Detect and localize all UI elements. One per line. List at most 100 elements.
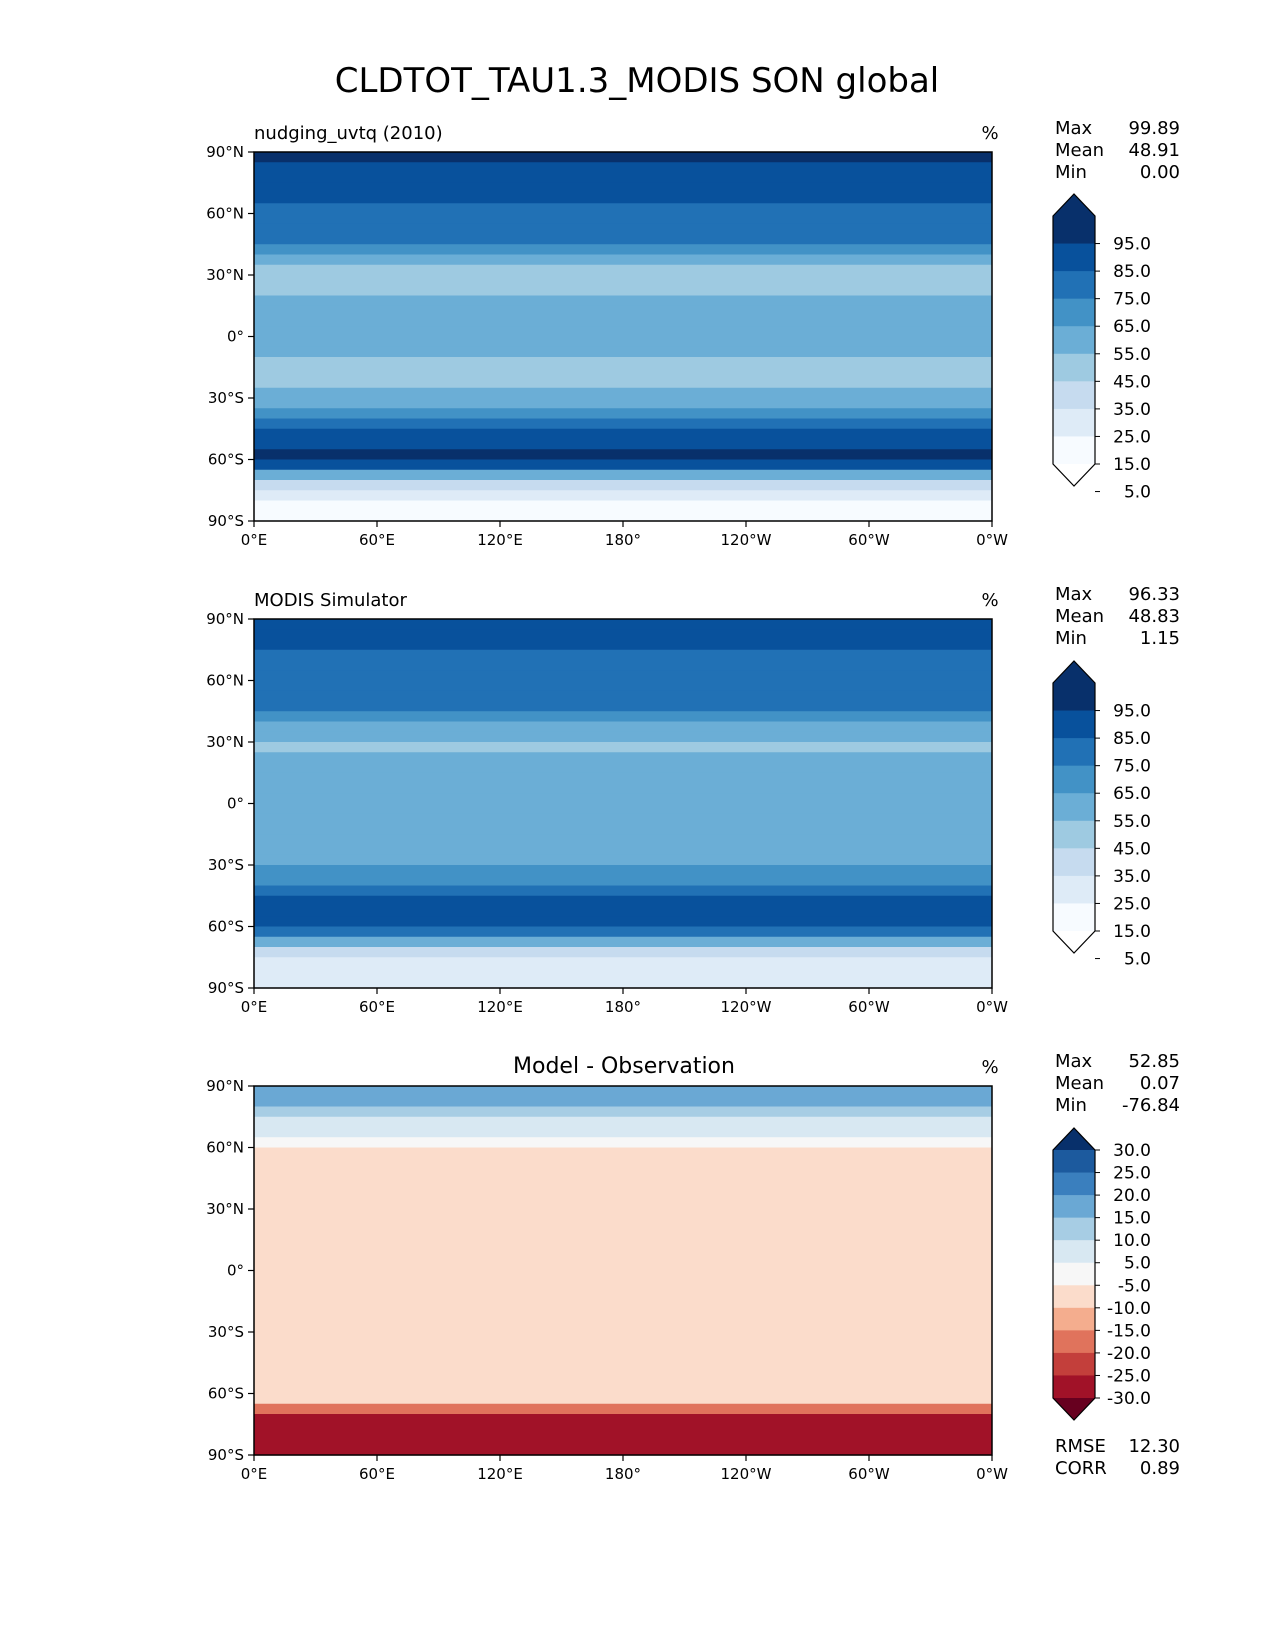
colorbar-label: -15.0 [1107, 1321, 1151, 1341]
colorbar-segment [1053, 1307, 1095, 1331]
map-band [254, 957, 992, 969]
map-band [254, 1157, 992, 1169]
x-tick-label: 120°W [721, 1465, 772, 1483]
map-band [254, 1383, 992, 1395]
map-band [254, 1301, 992, 1313]
y-tick-label: 30°S [208, 1323, 244, 1341]
stat-label: Min [1055, 628, 1087, 649]
stat-value: 99.89 [1128, 118, 1180, 139]
map-band [254, 367, 992, 379]
x-tick-label: 60°E [359, 531, 395, 549]
stat-value: 0.07 [1140, 1073, 1180, 1094]
y-tick-label: 30°N [206, 266, 244, 284]
map-band [254, 449, 992, 461]
colorbar-segment [1053, 216, 1095, 244]
colorbar-segment [1053, 1195, 1095, 1219]
panel-units: % [981, 590, 998, 611]
panel-test: nudging_uvtq (2010) % 0°E 60°E 120°E 180° 12… [206, 118, 1180, 549]
map-band [254, 1424, 992, 1436]
x-tick-label: 60°W [848, 531, 890, 549]
stat-label: RMSE [1055, 1436, 1106, 1457]
map-band [254, 480, 992, 491]
map-band [254, 469, 992, 481]
map-band [254, 875, 992, 887]
colorbar-segment [1053, 243, 1095, 272]
colorbar-label: 85.0 [1113, 262, 1151, 282]
map-band [254, 1198, 992, 1210]
colorbar-segment [1053, 298, 1095, 327]
y-tick-label: 90°N [206, 1077, 244, 1095]
y-tick-label: 90°S [208, 979, 244, 997]
x-tick-label: 60°W [848, 998, 890, 1016]
map-band [254, 629, 992, 641]
y-tick-label: 30°N [206, 733, 244, 751]
map-band [254, 1229, 992, 1241]
map-band [254, 254, 992, 266]
y-tick-label: 60°N [206, 1139, 244, 1157]
stat-value: 12.30 [1128, 1436, 1180, 1457]
colorbar-label: 15.0 [1113, 922, 1151, 942]
panel-units: % [981, 1057, 998, 1078]
colorbar-label: 55.0 [1113, 345, 1151, 365]
x-tick-label: 180° [605, 1465, 641, 1483]
map-band [254, 182, 992, 194]
map-band [254, 1116, 992, 1128]
map-band [254, 680, 992, 692]
x-tick-label: 0°E [241, 1465, 268, 1483]
y-tick-label: 90°S [208, 1446, 244, 1464]
stat-value: 48.83 [1128, 606, 1180, 627]
colorbar-label: 5.0 [1124, 1254, 1151, 1274]
map-band [254, 813, 992, 825]
colorbar-label: 85.0 [1113, 729, 1151, 749]
colorbar-label: 65.0 [1113, 784, 1151, 804]
x-tick-label: 120°E [477, 531, 523, 549]
map-band [254, 152, 992, 163]
y-tick-label: 60°S [208, 451, 244, 469]
map-band [254, 690, 992, 702]
stat-value: 0.89 [1140, 1458, 1180, 1479]
x-tick-label: 120°E [477, 1465, 523, 1483]
colorbar-label: 55.0 [1113, 812, 1151, 832]
map-band [254, 844, 992, 856]
map-band [254, 305, 992, 317]
colorbar-label: 65.0 [1113, 317, 1151, 337]
stat-value: 48.91 [1128, 140, 1180, 161]
stat-label: CORR [1055, 1458, 1107, 1479]
map-band [254, 1188, 992, 1200]
colorbar-label: -30.0 [1107, 1389, 1151, 1409]
map-band [254, 346, 992, 358]
map-band [254, 752, 992, 764]
colorbar-segment [1053, 1352, 1095, 1376]
colorbar: 95.0 85.0 75.0 65.0 55.0 45.0 35.0 25.0 15.0 5.0 [1052, 660, 1151, 970]
stat-value: -76.84 [1122, 1095, 1180, 1116]
colorbar-segment [1053, 1375, 1095, 1399]
map-band [254, 977, 992, 989]
colorbar-label: -10.0 [1107, 1299, 1151, 1319]
map-band [254, 1086, 992, 1097]
x-tick-label: 0°W [976, 531, 1008, 549]
map-band [254, 947, 992, 958]
y-tick-label: 30°S [208, 856, 244, 874]
map-band [254, 285, 992, 297]
x-tick-label: 120°W [721, 531, 772, 549]
map-band [254, 172, 992, 184]
map-band [254, 1434, 992, 1446]
map-band [254, 1260, 992, 1272]
colorbar-label: 35.0 [1113, 400, 1151, 420]
stats-block: Max 52.85 Mean 0.07 Min -76.84 [1055, 1051, 1180, 1116]
map: 0°E 60°E 120°E 180° 120°W 60°W 0°W 90°N 60°N 30°N… [206, 610, 1008, 1016]
stat-label: Max [1055, 1051, 1093, 1072]
map-band [254, 916, 992, 928]
map-band [254, 1147, 992, 1159]
panel-units: % [981, 123, 998, 144]
map-band [254, 670, 992, 682]
colorbar-label: 25.0 [1113, 427, 1151, 447]
map-band [254, 408, 992, 420]
panel-difference: Model - Observation % 0°E 60°E 120°E 180° 12… [206, 1051, 1180, 1483]
map-band [254, 803, 992, 815]
colorbar-label: 45.0 [1113, 839, 1151, 859]
x-tick-label: 0°E [241, 998, 268, 1016]
map-band [254, 865, 992, 876]
colorbar-extend-top [1053, 194, 1095, 216]
